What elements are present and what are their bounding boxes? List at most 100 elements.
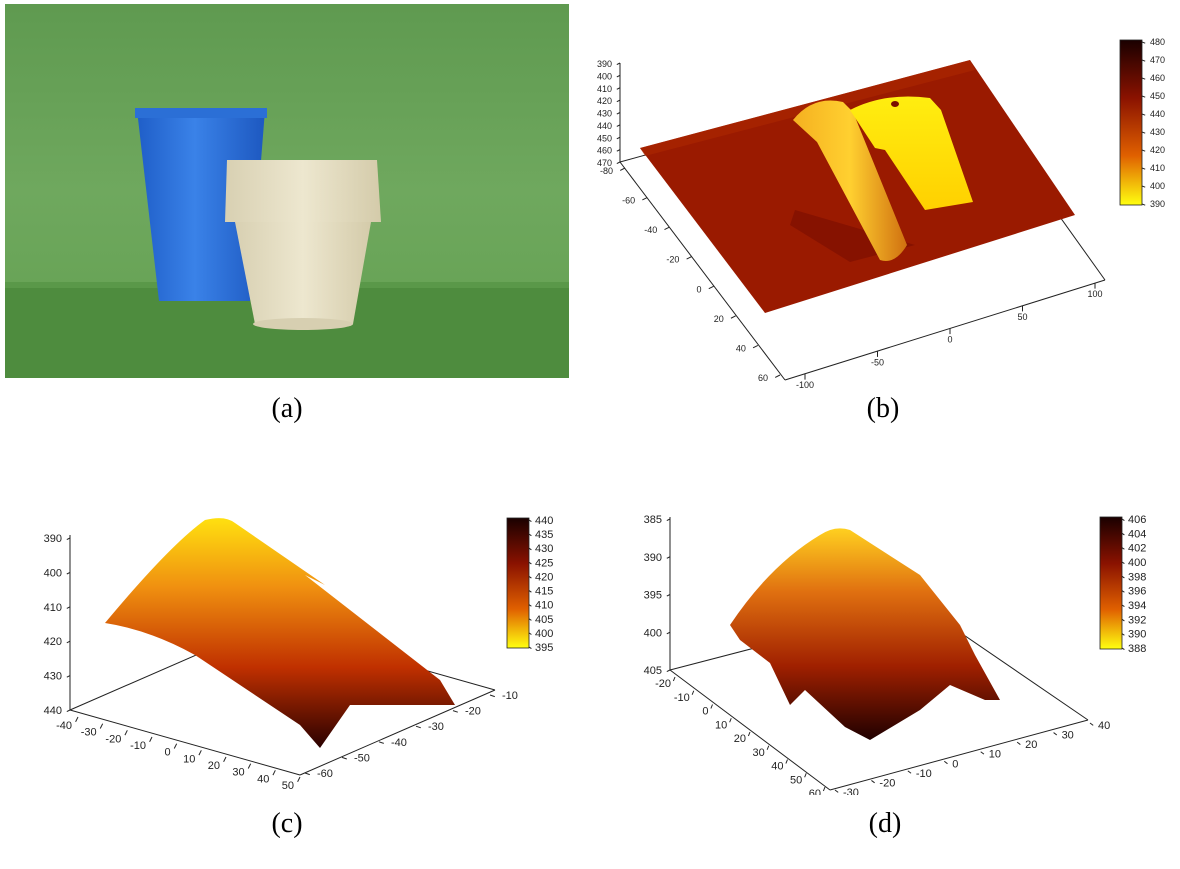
axis-tick-label: 405 <box>535 614 553 626</box>
axis-tick-label: 400 <box>535 628 553 640</box>
tick-mark <box>616 124 621 127</box>
tick-mark <box>378 741 384 744</box>
tick-mark <box>1053 732 1058 736</box>
axis-tick-label: 460 <box>597 146 612 156</box>
tick-mark <box>452 710 458 713</box>
axis-tick-label: 430 <box>597 109 612 119</box>
tick-mark <box>619 167 626 171</box>
tick-mark <box>907 770 912 774</box>
tick-mark <box>1141 41 1146 44</box>
caption-c: (c) <box>271 808 303 839</box>
object-cup-b <box>793 100 907 261</box>
axis-tick-label: 398 <box>1128 571 1146 583</box>
axis-tick-label: -50 <box>354 752 370 764</box>
axis-tick-label: 10 <box>989 749 1001 761</box>
axis-tick-label: 400 <box>597 71 612 81</box>
tick-mark <box>66 606 71 609</box>
axis-tick-label: 430 <box>44 671 62 683</box>
tick-mark <box>1016 741 1021 745</box>
tick-mark <box>616 74 621 78</box>
axis-tick-label: 440 <box>535 515 553 527</box>
axis-tick-label: -60 <box>317 768 333 780</box>
axis-tick-label: 20 <box>208 760 220 772</box>
axis-tick-label: 390 <box>644 552 662 564</box>
tick-mark <box>666 631 671 635</box>
tick-mark <box>834 789 839 793</box>
tick-mark <box>415 725 421 729</box>
axis-tick-label: 402 <box>1128 543 1146 555</box>
tick-mark <box>616 87 621 90</box>
tick-mark <box>804 773 807 778</box>
tick-mark <box>1141 95 1146 98</box>
axis-tick-label: 395 <box>644 590 662 602</box>
tick-mark <box>223 756 227 763</box>
tick-mark <box>1121 575 1125 579</box>
tick-mark <box>616 62 621 66</box>
axis-tick-label: 50 <box>790 774 802 786</box>
axis-tick-label: -40 <box>391 737 407 749</box>
axis-tick-label: 390 <box>44 533 62 545</box>
axis-tick-label: 40 <box>736 343 746 353</box>
tick-mark <box>66 537 71 541</box>
axis-tick-label: 20 <box>1025 739 1037 751</box>
tick-mark <box>1141 113 1146 116</box>
tick-mark <box>774 374 781 378</box>
tick-mark <box>528 604 532 607</box>
tick-mark <box>1141 131 1146 134</box>
axis-tick-label: 460 <box>1150 73 1165 83</box>
tick-mark <box>691 690 695 695</box>
blue-cup <box>137 110 265 301</box>
tick-mark <box>871 780 875 784</box>
axis-tick-label: 406 <box>1128 514 1146 526</box>
axis-tick-label: 435 <box>535 529 553 541</box>
beige-pot <box>225 160 381 222</box>
tick-mark <box>528 519 532 523</box>
photo-illustration <box>5 4 569 378</box>
tick-mark <box>528 646 532 650</box>
axis-tick-label: -40 <box>644 225 657 235</box>
axis-tick-label: -30 <box>843 787 859 795</box>
axis-tick-label: 10 <box>715 719 727 731</box>
axis-tick-label: 405 <box>644 665 662 677</box>
axis-tick-label: 60 <box>809 788 821 795</box>
axis-tick-label: -10 <box>502 690 518 702</box>
tick-mark <box>124 730 128 736</box>
axis-tick-label: 20 <box>714 314 724 324</box>
tick-mark <box>99 723 104 729</box>
tick-mark <box>528 618 532 621</box>
axis-tick-label: 30 <box>753 747 765 759</box>
axis-tick-label: 30 <box>1062 730 1074 742</box>
tick-mark <box>1141 149 1146 152</box>
tick-mark <box>666 669 671 673</box>
tick-mark <box>1141 77 1146 80</box>
tick-mark <box>1121 590 1125 593</box>
tick-mark <box>528 561 532 565</box>
axis-tick-label: 390 <box>1150 199 1165 209</box>
tick-mark <box>1121 647 1125 651</box>
axis-tick-label: 40 <box>771 761 783 773</box>
tick-mark <box>297 776 301 783</box>
axis-tick-label: 60 <box>758 373 768 383</box>
axis-tick-label: 404 <box>1128 528 1146 540</box>
tick-mark <box>1089 722 1094 726</box>
tick-mark <box>616 161 621 165</box>
axis-tick-label: 40 <box>257 773 269 785</box>
colorbar-c <box>506 517 530 649</box>
axis-tick-label: -20 <box>465 706 481 718</box>
axis-tick-label: -40 <box>56 720 72 732</box>
tick-mark <box>822 786 826 792</box>
tick-mark <box>66 675 71 678</box>
tick-mark <box>1141 203 1146 206</box>
axis-tick-label: 10 <box>183 753 195 765</box>
axis-tick-label: 0 <box>952 758 958 770</box>
tick-mark <box>666 556 671 559</box>
tick-mark <box>1121 604 1125 608</box>
caption-a: (a) <box>271 393 303 424</box>
tick-mark <box>1141 185 1146 188</box>
axis-tick-label: 450 <box>597 133 612 143</box>
tick-mark <box>752 344 759 349</box>
axis-tick-label: 388 <box>1128 643 1146 655</box>
tick-mark <box>1121 532 1125 536</box>
